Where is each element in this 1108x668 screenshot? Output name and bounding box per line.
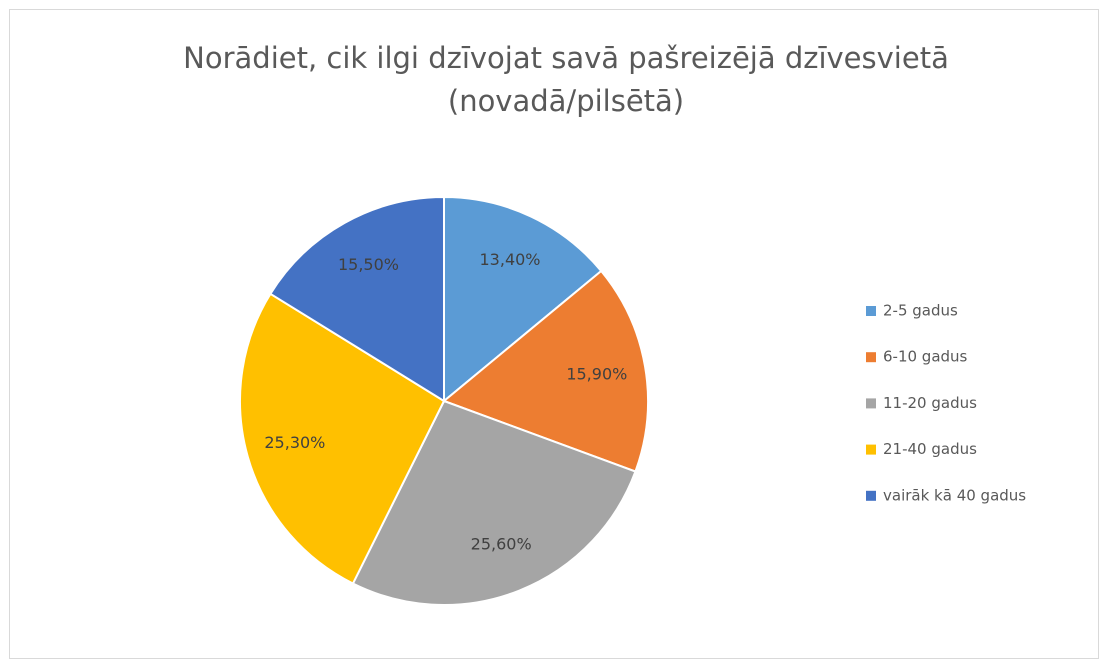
data-label: 25,30%	[264, 433, 325, 452]
legend-swatch	[866, 352, 876, 363]
legend-label: 21-40 gadus	[883, 440, 977, 458]
legend-swatch	[866, 306, 876, 316]
legend-label: vairāk kā 40 gadus	[883, 486, 1026, 504]
legend-label: 6-10 gadus	[883, 348, 968, 366]
chart-title: Norādiet, cik ilgi dzīvojat savā pašreiz…	[183, 41, 949, 75]
pie-slice	[239, 292, 446, 585]
legend-label: 11-20 gadus	[883, 394, 977, 412]
pie-slice	[269, 195, 445, 403]
pie-slice	[443, 195, 603, 404]
legend-label: 2-5 gadus	[883, 302, 958, 320]
chart-title: (novadā/pilsētā)	[448, 84, 684, 118]
data-label: 13,40%	[480, 250, 541, 269]
pie-slice	[442, 269, 649, 473]
pie-slice	[351, 399, 637, 606]
legend-swatch	[866, 398, 876, 409]
data-label: 25,60%	[471, 535, 532, 554]
legend-swatch	[866, 490, 876, 501]
legend-swatch	[866, 444, 876, 455]
data-label: 15,90%	[566, 364, 627, 383]
data-label: 15,50%	[338, 255, 399, 274]
